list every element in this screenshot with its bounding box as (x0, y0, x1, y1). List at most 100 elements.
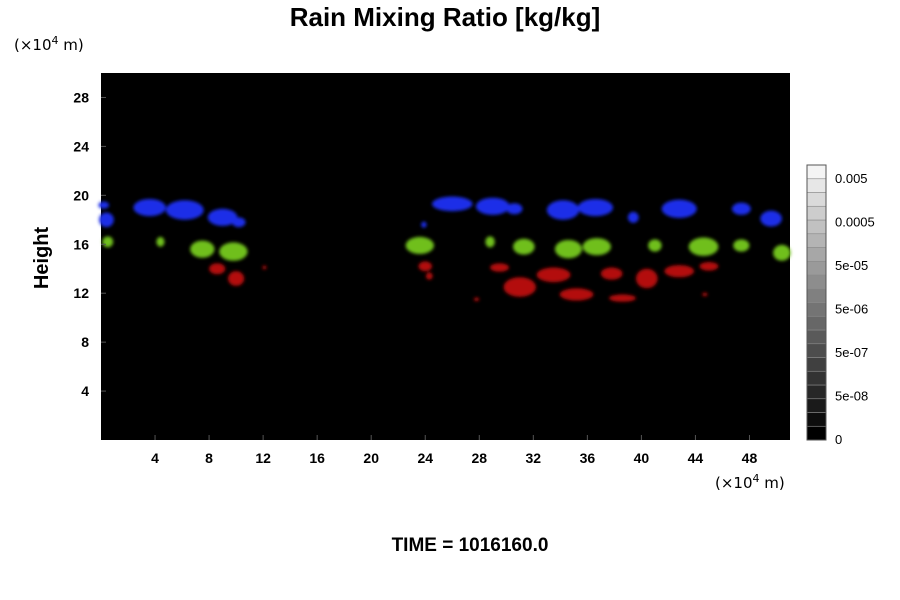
field-blob (731, 202, 751, 215)
y-tick-label: 4 (81, 383, 89, 399)
y-tick-label: 8 (81, 334, 89, 350)
chart-title: Rain Mixing Ratio [kg/kg] (290, 2, 601, 32)
colorbar-segment (806, 398, 827, 413)
field-blob (133, 199, 166, 217)
colorbar-segment (806, 288, 827, 303)
y-tick-label: 16 (73, 236, 89, 252)
field-blob (485, 236, 495, 248)
field-blob (661, 199, 697, 218)
time-label: TIME = 1016160.0 (392, 535, 549, 556)
colorbar-segment (806, 164, 827, 180)
colorbar-tick-label: 5e-06 (835, 302, 868, 317)
field-blob (773, 244, 791, 261)
field-blob (513, 238, 535, 255)
field-blob (490, 263, 509, 272)
y-axis-ticks: 4 8 12 16 20 24 28 (73, 89, 106, 399)
field-blob (475, 197, 510, 215)
colorbar-tick-label: 5e-07 (835, 345, 868, 360)
colorbar-segment (806, 219, 827, 235)
colorbar-segment (806, 274, 827, 290)
y-tick-label: 12 (73, 285, 89, 301)
colorbar-segment (806, 370, 827, 386)
field-blob (546, 200, 580, 220)
y-tick-label: 28 (73, 89, 89, 105)
x-tick-label: 36 (580, 450, 596, 466)
colorbar-segment (806, 412, 827, 427)
field-layer (98, 196, 782, 228)
colorbar-segment (806, 425, 827, 441)
colorbar-segment (806, 260, 827, 276)
colorbar-segment (806, 315, 827, 331)
x-tick-label: 12 (255, 450, 271, 466)
rain-field (98, 196, 791, 302)
colorbar-tick-label: 0.005 (835, 171, 868, 186)
y-tick-label: 20 (73, 187, 89, 203)
colorbar-labels: 0 5e-08 5e-07 5e-06 5e-05 0.0005 0.005 (835, 171, 875, 447)
field-blob (664, 265, 695, 278)
colorbar-segment (806, 233, 827, 248)
field-blob (503, 277, 537, 297)
x-tick-label: 48 (742, 450, 758, 466)
field-blob (702, 292, 708, 297)
field-blob (165, 200, 204, 220)
field-blob (760, 210, 782, 227)
x-tick-label: 40 (634, 450, 650, 466)
field-blob (262, 265, 267, 270)
field-blob (733, 239, 750, 252)
x-tick-label: 20 (363, 450, 379, 466)
colorbar-segment (806, 302, 827, 317)
field-blob (506, 203, 523, 215)
x-tick-label: 16 (309, 450, 325, 466)
colorbar-segment (806, 178, 827, 193)
x-tick-label: 28 (471, 450, 487, 466)
colorbar-segment (806, 247, 827, 262)
colorbar-segment (806, 205, 827, 221)
y-axis-label: Height (31, 227, 53, 290)
field-blob (209, 263, 226, 275)
y-axis-unit: (×104 m) (14, 34, 84, 54)
field-blob (190, 240, 215, 258)
field-blob (635, 268, 658, 289)
colorbar-segment (806, 192, 827, 207)
field-blob (577, 199, 614, 217)
colorbar-segment (806, 384, 827, 400)
x-tick-label: 44 (688, 450, 704, 466)
field-blob (688, 237, 719, 256)
field-blob (421, 221, 427, 228)
colorbar-tick-label: 5e-08 (835, 389, 868, 404)
colorbar-tick-label: 0.0005 (835, 215, 875, 230)
field-blob (648, 239, 662, 252)
field-blob (227, 271, 245, 286)
x-axis-ticks: 4 8 12 16 20 24 28 32 36 40 44 48 (151, 435, 757, 466)
field-blob (405, 236, 435, 255)
field-blob (536, 267, 571, 283)
colorbar-tick-label: 0 (835, 432, 842, 447)
field-blob (627, 211, 639, 223)
x-tick-label: 8 (205, 450, 213, 466)
field-blob (102, 236, 114, 248)
colorbar (806, 164, 827, 441)
field-blob (425, 272, 433, 280)
field-blob (431, 196, 473, 212)
field-blob (232, 217, 246, 228)
y-tick-label: 24 (73, 138, 89, 154)
field-blob (559, 288, 594, 301)
field-blob (582, 238, 611, 256)
field-layer (102, 236, 791, 261)
colorbar-segment (806, 343, 827, 358)
field-blob (418, 261, 432, 272)
x-tick-label: 4 (151, 450, 159, 466)
field-blob (699, 262, 719, 271)
field-blob (600, 267, 623, 280)
colorbar-segment (806, 357, 827, 372)
field-blob (98, 212, 114, 228)
colorbar-tick-label: 5e-05 (835, 258, 868, 273)
field-blob (554, 239, 582, 259)
field-blob (219, 242, 248, 261)
x-tick-label: 24 (417, 450, 433, 466)
field-blob (98, 201, 110, 209)
colorbar-segment (806, 329, 827, 345)
colorbar-frame (806, 164, 827, 441)
field-blob (156, 236, 165, 247)
